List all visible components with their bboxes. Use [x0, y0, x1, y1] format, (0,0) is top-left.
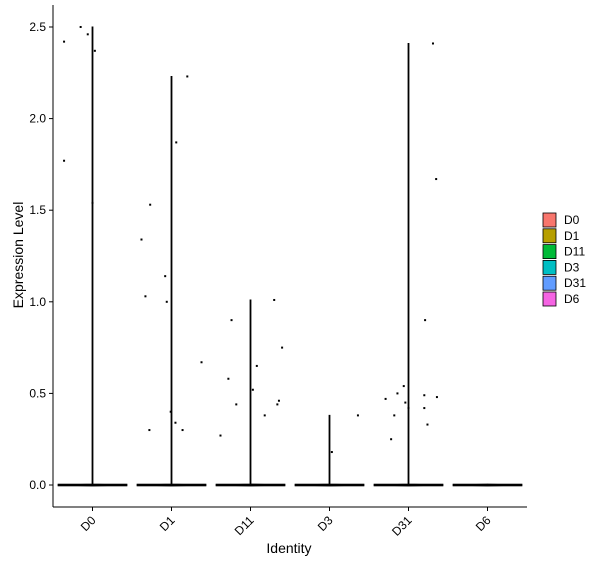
data-point	[140, 238, 143, 241]
data-point	[276, 403, 279, 406]
data-point	[431, 42, 434, 45]
data-point	[393, 414, 396, 417]
data-point	[424, 319, 427, 322]
legend-key-D31	[542, 275, 557, 291]
zero-points-band-D31	[373, 483, 444, 487]
data-point	[93, 49, 96, 52]
data-point	[390, 438, 393, 441]
data-point	[407, 407, 410, 410]
data-point	[426, 423, 429, 426]
data-point	[63, 159, 66, 162]
x-tick-label-D31: D31	[389, 513, 415, 539]
violin-D11	[215, 299, 286, 487]
data-point	[165, 300, 168, 303]
violin-D1	[136, 75, 207, 487]
y-tick-label: 2.0	[29, 112, 46, 126]
data-point	[251, 388, 254, 391]
legend-key-D11	[542, 244, 557, 260]
data-point	[435, 178, 438, 181]
legend-key-D1	[542, 228, 557, 244]
x-axis-title: Identity	[266, 540, 311, 556]
data-point	[79, 25, 82, 28]
zero-points-band-D3	[294, 483, 365, 487]
data-point	[91, 201, 94, 204]
data-point	[435, 396, 438, 399]
data-point	[148, 429, 151, 432]
data-point	[404, 401, 407, 404]
data-point	[230, 319, 233, 322]
y-axis-title: Expression Level	[10, 202, 26, 309]
x-tick-label-D1: D1	[157, 513, 178, 534]
data-point	[384, 397, 387, 400]
y-tick-label: 1.0	[29, 295, 46, 309]
data-point	[181, 429, 184, 432]
data-point	[169, 410, 172, 413]
legend-key-D6	[542, 291, 557, 307]
violin-D0	[57, 26, 128, 487]
data-point	[200, 361, 203, 364]
legend-label-D3: D3	[564, 260, 580, 274]
zero-points-band-D1	[136, 483, 207, 487]
y-tick-label: 1.5	[29, 203, 46, 217]
data-point	[396, 392, 399, 395]
x-tick-label-D0: D0	[78, 513, 99, 534]
data-point	[423, 407, 426, 410]
data-point	[164, 275, 167, 278]
data-point	[402, 385, 405, 388]
y-tick-label: 0.0	[29, 478, 46, 492]
legend-label-D11: D11	[564, 245, 585, 259]
data-point	[63, 40, 66, 43]
x-tick-label-D3: D3	[315, 513, 336, 534]
zero-points-band-D6	[452, 483, 523, 487]
data-point	[330, 451, 333, 454]
legend-key-D0	[542, 212, 557, 228]
violin-layer	[57, 26, 523, 487]
violin-D3	[294, 414, 365, 487]
data-point	[235, 403, 238, 406]
legend-label-D1: D1	[564, 229, 580, 243]
data-point	[227, 377, 230, 380]
data-point	[255, 364, 258, 367]
zero-points-band-D0	[57, 483, 128, 487]
x-tick-label-D6: D6	[473, 513, 494, 534]
legend-label-D0: D0	[564, 213, 580, 227]
legend-label-D6: D6	[564, 292, 580, 306]
data-point	[273, 298, 276, 301]
data-point	[277, 399, 280, 402]
data-point	[219, 434, 222, 437]
data-point	[175, 141, 178, 144]
data-point	[356, 414, 359, 417]
data-point	[263, 414, 266, 417]
x-tick-label-D11: D11	[232, 513, 257, 538]
violin-D31	[373, 42, 444, 487]
legend-key-D3	[542, 259, 557, 275]
y-tick-label: 0.5	[29, 386, 46, 400]
legend-label-D31: D31	[564, 276, 586, 290]
data-point	[174, 421, 177, 424]
data-point	[423, 394, 426, 397]
data-point	[144, 295, 147, 298]
data-point	[149, 203, 152, 206]
data-point	[186, 75, 189, 78]
y-tick-label: 2.5	[29, 20, 46, 34]
zero-points-band-D11	[215, 483, 286, 487]
axes: 0.0 0.5 1.0 1.5 2.0 2.5 D0 D1 D11 D3 D31 D6	[29, 5, 527, 539]
data-point	[281, 346, 284, 349]
data-point	[86, 33, 89, 36]
jitter-points-layer	[57, 25, 523, 487]
